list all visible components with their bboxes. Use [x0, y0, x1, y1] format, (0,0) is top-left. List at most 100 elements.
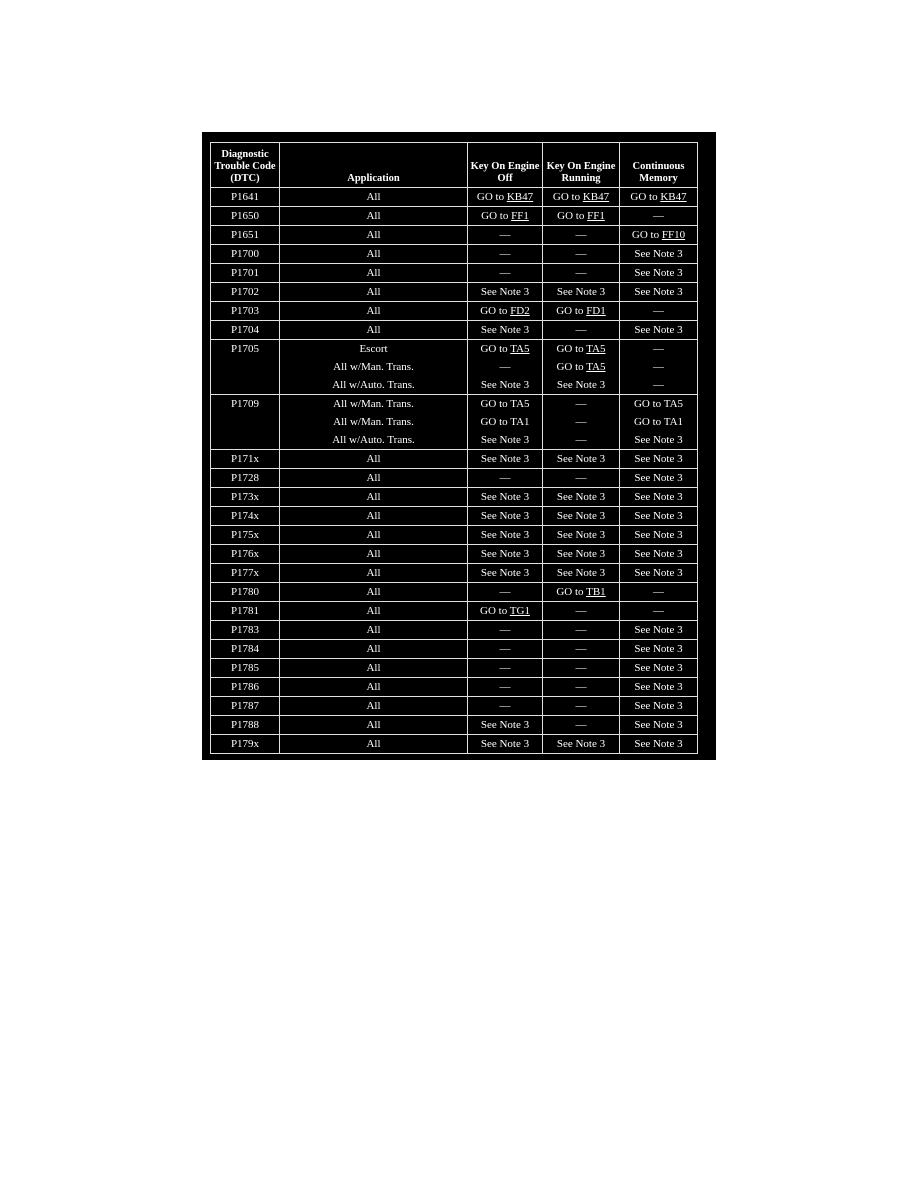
pinpoint-test-link[interactable]: TA5: [586, 361, 606, 373]
dtc-table: Diagnostic Trouble Code (DTC) Applicatio…: [210, 142, 698, 754]
pinpoint-test-link[interactable]: TA5: [586, 343, 606, 355]
dtc-code: P173x: [230, 491, 260, 503]
dtc-code: P1785: [230, 662, 260, 674]
koeo-value: GO to TA5: [480, 398, 530, 410]
koeo-value: —: [499, 586, 511, 598]
continuous-memory-value: See Note 3: [634, 248, 683, 260]
koer-value: —: [575, 605, 587, 617]
koer-value: —: [575, 719, 587, 731]
koeo-value: —: [499, 472, 511, 484]
continuous-memory-cell: GO to TA5 GO to TA1 See Note 3: [619, 394, 698, 450]
koer-cell: —: [542, 715, 620, 735]
continuous-memory-cell: —: [619, 582, 698, 602]
application-cell: All: [279, 734, 468, 754]
pinpoint-test-link[interactable]: FF1: [587, 210, 605, 222]
continuous-memory-value: GO to TA1: [633, 416, 684, 428]
dtc-code: P1650: [230, 210, 260, 222]
pinpoint-test-link[interactable]: TA5: [510, 343, 530, 355]
koer-value: —: [575, 643, 587, 655]
continuous-memory-cell: See Note 3: [619, 677, 698, 697]
koer-cell: See Note 3: [542, 563, 620, 583]
koeo-cell: See Note 3: [467, 487, 543, 507]
koer-value: See Note 3: [556, 529, 606, 541]
dtc-code-cell: P1781: [210, 601, 280, 621]
continuous-memory-cell: See Note 3: [619, 263, 698, 283]
koeo-cell: —: [467, 468, 543, 488]
koer-value: See Note 3: [556, 510, 606, 522]
application-value: Escort: [359, 343, 388, 355]
continuous-memory-value: —: [653, 379, 664, 391]
continuous-memory-value: See Note 3: [634, 267, 683, 279]
go-to-text: GO to: [556, 586, 587, 598]
application-cell: All: [279, 677, 468, 697]
pinpoint-test-link[interactable]: KB47: [506, 191, 534, 203]
continuous-memory-cell: See Note 3: [619, 525, 698, 545]
koeo-value: —: [499, 229, 511, 241]
dtc-code: P1709: [230, 398, 260, 410]
application-cell: All: [279, 187, 468, 207]
koer-value: —: [575, 229, 587, 241]
koer-cell: See Note 3: [542, 449, 620, 469]
koer-cell: —: [542, 620, 620, 640]
application-value: All: [366, 210, 381, 222]
application-cell: Escort All w/Man. Trans. All w/Auto. Trans…: [279, 339, 468, 395]
application-cell: All: [279, 282, 468, 302]
dtc-code-cell: P174x: [210, 506, 280, 526]
application-cell: All w/Man. Trans. All w/Man. Trans. All w/…: [279, 394, 468, 450]
dtc-code-cell: P1702: [210, 282, 280, 302]
application-cell: All: [279, 658, 468, 678]
pinpoint-test-link[interactable]: FD1: [586, 305, 606, 317]
continuous-memory-value: See Note 3: [634, 643, 683, 655]
koer-value: See Note 3: [556, 567, 606, 579]
koeo-cell: GO to FF1: [467, 206, 543, 226]
koeo-cell: See Note 3: [467, 282, 543, 302]
pinpoint-test-link[interactable]: KB47: [582, 191, 610, 203]
dtc-table-panel: Diagnostic Trouble Code (DTC) Applicatio…: [202, 132, 716, 760]
application-cell: All: [279, 563, 468, 583]
koeo-value: See Note 3: [480, 453, 530, 465]
dtc-code-cell: P1650: [210, 206, 280, 226]
koer-value: See Note 3: [556, 738, 606, 750]
pinpoint-test-link[interactable]: TB1: [586, 586, 606, 598]
table-row: P1788 All See Note 3 — See Note 3: [210, 715, 698, 735]
dtc-code-cell: P1784: [210, 639, 280, 659]
pinpoint-test-link[interactable]: KB47: [660, 191, 687, 203]
go-to-text: GO to: [556, 361, 587, 373]
continuous-memory-value: GO to TA5: [633, 398, 684, 410]
koeo-cell: See Note 3: [467, 320, 543, 340]
continuous-memory-value: See Note 3: [634, 453, 683, 465]
koeo-cell: See Note 3: [467, 715, 543, 735]
koer-value: —: [575, 248, 587, 260]
application-value: All: [366, 643, 381, 655]
application-cell: All: [279, 506, 468, 526]
koer-value: —: [575, 662, 587, 674]
continuous-memory-cell: See Note 3: [619, 639, 698, 659]
application-value: All w/Man. Trans.: [333, 398, 414, 410]
go-to-text: GO to: [631, 229, 662, 241]
table-row: P1641 All GO to KB47 GO to KB47 GO to KB47: [210, 187, 698, 207]
continuous-memory-cell: —: [619, 601, 698, 621]
koer-value: See Note 3: [556, 453, 606, 465]
table-row: P1700 All — — See Note 3: [210, 244, 698, 264]
continuous-memory-value: See Note 3: [634, 700, 683, 712]
koer-cell: See Note 3: [542, 525, 620, 545]
pinpoint-test-link[interactable]: TG1: [509, 605, 530, 617]
dtc-code-cell: P1780: [210, 582, 280, 602]
pinpoint-test-link[interactable]: FF1: [511, 210, 529, 222]
koeo-value: See Note 3: [480, 719, 530, 731]
koer-value: GO to TB1: [543, 583, 619, 601]
continuous-memory-cell: See Note 3: [619, 487, 698, 507]
koeo-value: GO to TA5: [468, 340, 542, 358]
dtc-code: P1787: [230, 700, 260, 712]
application-value: All: [366, 662, 381, 674]
koer-value: —: [575, 472, 587, 484]
pinpoint-test-link[interactable]: FD2: [510, 305, 530, 317]
table-row: P175x All See Note 3 See Note 3 See Note 3: [210, 525, 698, 545]
continuous-memory-cell: —: [619, 206, 698, 226]
go-to-text: GO to: [476, 191, 507, 203]
koer-value: See Note 3: [556, 379, 606, 391]
dtc-code: P171x: [230, 453, 260, 465]
koer-value: —: [575, 681, 587, 693]
pinpoint-test-link[interactable]: FF10: [661, 229, 686, 241]
koeo-cell: See Note 3: [467, 544, 543, 564]
